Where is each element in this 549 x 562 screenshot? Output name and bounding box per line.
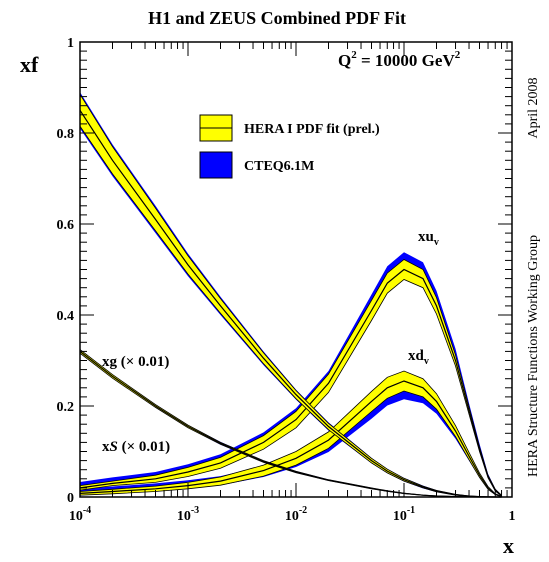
side-label-date: April 2008 (526, 77, 541, 138)
x-axis-label: x (503, 533, 514, 558)
x-tick-label: 10-2 (285, 505, 307, 524)
hera-central-xuv (79, 268, 502, 497)
x-tick-label: 10-3 (177, 505, 199, 524)
x-tick-label: 1 (509, 509, 516, 524)
hera-bands (79, 92, 502, 498)
hera-band-xg (79, 92, 502, 498)
legend-label-hera: HERA I PDF fit (prel.) (244, 122, 380, 137)
x-tick-label: 10-1 (393, 505, 415, 524)
y-tick-label: 0.2 (57, 400, 75, 415)
legend: HERA I PDF fit (prel.) CTEQ6.1M (199, 114, 380, 179)
chart-title: H1 and ZEUS Combined PDF Fit (148, 8, 406, 28)
curve-label-xs: xS (× 0.01) (102, 439, 170, 455)
y-tick-label: 0.8 (57, 127, 75, 142)
curve-label-xdv: xdv (408, 348, 429, 367)
y-tick-label: 0.6 (57, 218, 75, 233)
cteq-bands (80, 92, 502, 497)
axis-ticks: 10-4 10-3 10-2 10-1 1 0 0.2 0.4 0.6 0.8 1 (57, 36, 516, 524)
y-tick-label: 0.4 (57, 309, 75, 324)
q2-annotation: Q2 = 10000 GeV2 (338, 49, 461, 70)
x-tick-label: 10-4 (69, 505, 91, 524)
y-axis-label: xf (20, 52, 39, 77)
cteq-band-xg (80, 92, 502, 497)
curve-label-xg: xg (× 0.01) (102, 354, 169, 370)
curve-label-xuv: xuv (418, 229, 439, 248)
y-tick-label: 1 (67, 36, 74, 51)
legend-label-cteq: CTEQ6.1M (244, 159, 314, 174)
y-tick-label: 0 (67, 491, 74, 506)
legend-swatch-cteq (199, 151, 233, 179)
plot-frame (79, 41, 513, 498)
side-label-group: HERA Structure Functions Working Group (526, 235, 541, 477)
